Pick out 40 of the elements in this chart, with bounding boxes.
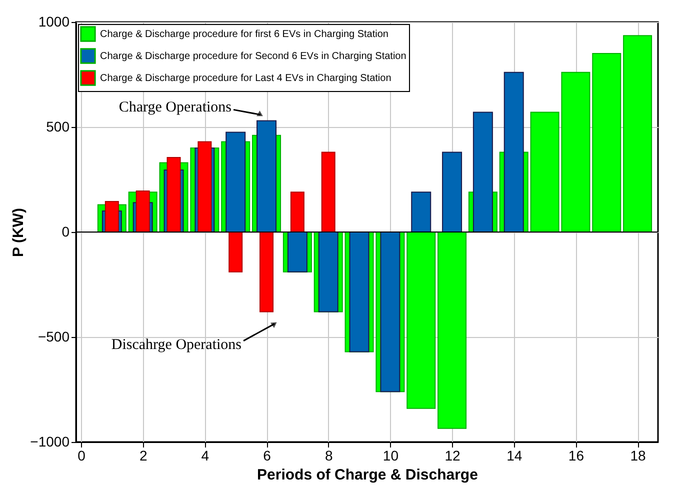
- annotation: Charge Operations: [118, 100, 232, 116]
- x-tick-label: 18: [630, 448, 646, 464]
- bar: [226, 132, 246, 232]
- bar: [260, 232, 274, 312]
- x-tick-label: 14: [506, 448, 522, 464]
- y-axis-title: P (KW): [10, 208, 28, 257]
- bar: [256, 120, 277, 232]
- bar: [228, 232, 243, 272]
- bar: [438, 232, 467, 429]
- bar: [290, 192, 304, 232]
- x-tick-label: 6: [263, 448, 272, 464]
- bar: [442, 152, 462, 232]
- legend-label: Charge & Discharge procedure for Second 6 EVs in Charging Station: [100, 51, 406, 62]
- y-tick-label: −1000: [30, 434, 70, 450]
- x-tick-label: 4: [201, 448, 210, 464]
- annotation: Discahrge Operations: [111, 336, 242, 353]
- x-tick-label: 0: [78, 448, 86, 464]
- bar: [321, 152, 336, 232]
- bar: [198, 141, 212, 232]
- x-tick-label: 2: [139, 448, 148, 464]
- y-tick-label: 500: [46, 118, 70, 134]
- bar: [166, 156, 181, 232]
- bar: [504, 72, 524, 232]
- bar: [104, 201, 119, 232]
- bar: [406, 232, 436, 409]
- bar: [623, 35, 652, 232]
- y-tick-label: 1000: [38, 14, 70, 30]
- legend-label: Charge & Discharge procedure for first 6 EVs in Charging Station: [100, 29, 388, 40]
- x-tick-label: 8: [324, 448, 333, 464]
- x-tick-label: 12: [444, 448, 461, 464]
- x-tick-label: 16: [568, 448, 584, 464]
- bar: [411, 192, 432, 232]
- y-tick-label: −500: [38, 328, 70, 344]
- x-tick-label: 10: [382, 448, 399, 464]
- y-tick-label: 0: [62, 224, 70, 240]
- legend-label: Charge & Discharge procedure for Last 4 EVs in Charging Station: [100, 73, 392, 84]
- x-axis-title: Periods of Charge & Discharge: [257, 466, 478, 484]
- bar: [592, 53, 622, 232]
- bar: [472, 112, 493, 232]
- bar: [136, 190, 150, 232]
